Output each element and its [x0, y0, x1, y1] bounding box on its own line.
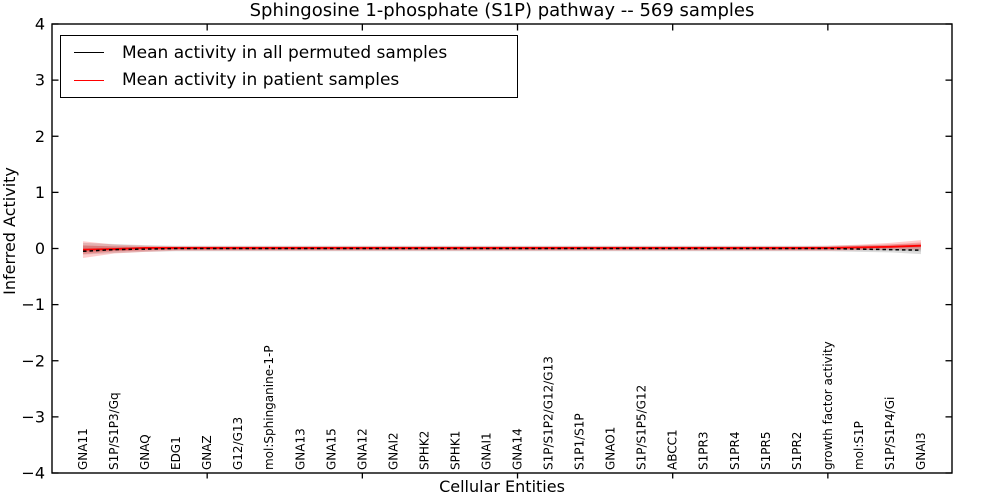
category-label: growth factor activity [821, 341, 835, 470]
category-label: S1PR5 [759, 432, 773, 470]
category-label: S1PR4 [728, 432, 742, 470]
x-axis-label: Cellular Entities [439, 477, 565, 496]
y-tick-label: 3 [35, 71, 45, 90]
category-label: S1P1/S1P [573, 413, 587, 470]
permuted-line-swatch [74, 52, 104, 54]
category-label: G12/G13 [231, 417, 245, 470]
legend-entry-patient: Mean activity in patient samples [61, 67, 517, 93]
category-label: S1PR2 [790, 432, 804, 470]
legend-entry-permuted: Mean activity in all permuted samples [61, 40, 517, 66]
legend-label: Mean activity in all permuted samples [122, 42, 448, 63]
category-label: GNA15 [324, 428, 338, 470]
patient-line-swatch [74, 79, 104, 81]
category-label: S1P/S1P5/G12 [635, 385, 649, 470]
category-label: GNA12 [355, 428, 369, 470]
category-label: S1P/S1P3/Gq [107, 392, 121, 470]
y-tick-label: 0 [35, 239, 45, 258]
legend: Mean activity in all permuted samples Me… [60, 35, 518, 98]
legend-label: Mean activity in patient samples [122, 70, 400, 91]
y-tick-label: 4 [35, 15, 45, 34]
category-label: GNA11 [76, 428, 90, 470]
y-tick-label: 1 [35, 183, 45, 202]
y-tick-label: −3 [21, 407, 45, 426]
y-tick-label: −1 [21, 295, 45, 314]
category-label: GNA14 [511, 428, 525, 470]
category-label: mol:Sphinganine-1-P [262, 345, 276, 470]
data-series-line [82, 247, 921, 253]
category-label: SPHK2 [417, 431, 431, 470]
category-label: SPHK1 [448, 431, 462, 470]
category-label: mol:S1P [852, 421, 866, 470]
category-label: GNAZ [200, 435, 214, 470]
category-label: S1P/S1P2/G12/G13 [542, 356, 556, 470]
category-label: GNAI1 [479, 432, 493, 470]
y-tick-label: 2 [35, 127, 45, 146]
chart-title: Sphingosine 1-phosphate (S1P) pathway --… [249, 0, 755, 21]
category-label: S1P/S1P4/Gi [883, 397, 897, 470]
category-label: EDG1 [169, 436, 183, 470]
category-label: GNA13 [293, 428, 307, 470]
category-label: GNAO1 [604, 427, 618, 470]
category-label: ABCC1 [666, 429, 680, 470]
category-label: GNAI2 [386, 432, 400, 470]
axes-frame [51, 23, 953, 474]
y-tick-label: −4 [21, 464, 45, 483]
category-label: S1PR3 [697, 432, 711, 470]
category-label: GNAI3 [914, 432, 928, 470]
y-tick-label: −2 [21, 351, 45, 370]
category-label: GNAQ [138, 434, 152, 470]
